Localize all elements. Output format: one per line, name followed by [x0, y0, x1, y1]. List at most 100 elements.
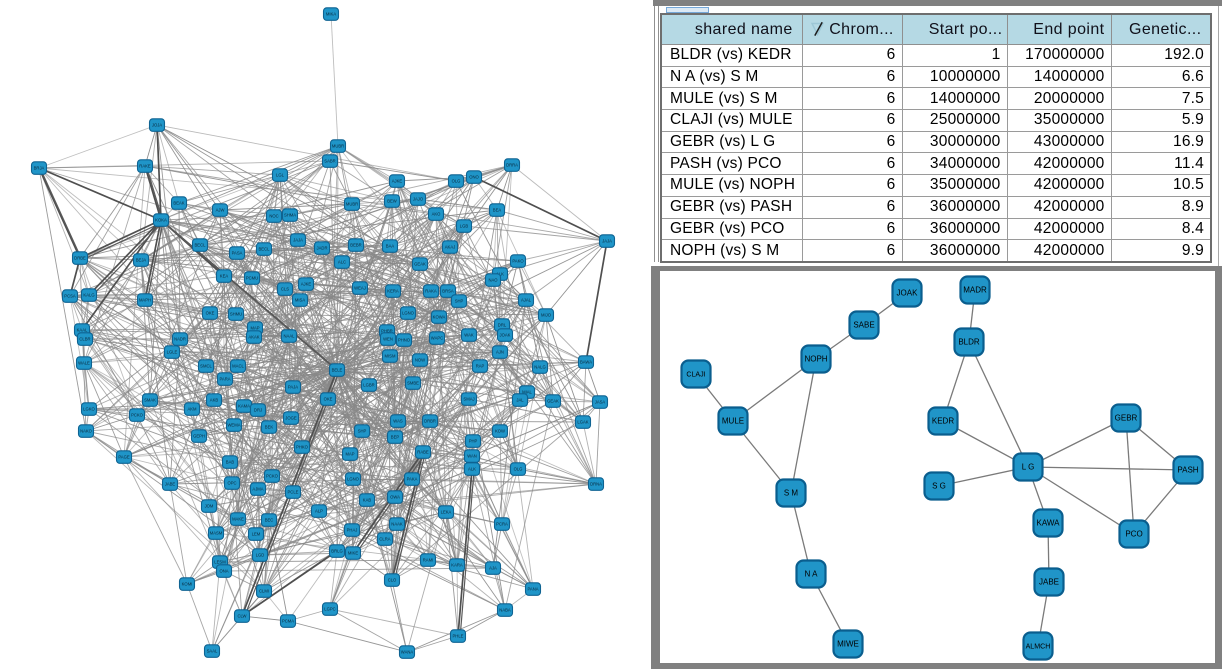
svg-text:JAJO: JAJO: [413, 197, 424, 202]
svg-text:RAKA: RAKA: [425, 289, 437, 294]
svg-text:MAPH: MAPH: [139, 298, 151, 303]
svg-text:JOJA: JOJA: [152, 123, 162, 128]
svg-text:JOAK: JOAK: [897, 289, 919, 298]
svg-text:RAKE: RAKE: [139, 164, 151, 169]
svg-text:SABR: SABR: [324, 159, 335, 164]
svg-text:WEMA: WEMA: [227, 423, 240, 428]
svg-text:GEAK: GEAK: [547, 399, 559, 404]
svg-text:KOKA: KOKA: [155, 218, 167, 223]
svg-text:KAWA: KAWA: [1037, 519, 1061, 528]
svg-text:JOGE: JOGE: [285, 416, 297, 421]
svg-text:PCRA: PCRA: [496, 522, 508, 527]
svg-text:AKB: AKB: [210, 398, 219, 403]
svg-text:AJA: AJA: [489, 566, 497, 571]
svg-text:WAN: WAN: [467, 454, 477, 459]
svg-text:SHMU: SHMU: [230, 312, 242, 317]
svg-text:LESM: LESM: [214, 560, 226, 565]
svg-text:PHBR: PHBR: [381, 329, 393, 334]
svg-text:KERA: KERA: [387, 289, 399, 294]
svg-text:PHNO: PHNO: [398, 338, 411, 343]
svg-text:JABE: JABE: [1039, 578, 1059, 587]
svg-text:CLO: CLO: [388, 578, 397, 583]
svg-text:JASA: JASA: [595, 400, 606, 405]
svg-text:NAAK: NAAK: [391, 522, 403, 527]
svg-text:SHP: SHP: [455, 299, 464, 304]
svg-text:RAP: RAP: [476, 364, 485, 369]
svg-text:OLG: OLG: [514, 467, 523, 472]
svg-text:OKE: OKE: [324, 397, 333, 402]
svg-text:OLG: OLG: [452, 179, 461, 184]
svg-text:PCSA: PCSA: [64, 294, 76, 299]
svg-text:CLS: CLS: [281, 287, 289, 292]
svg-text:AJKE: AJKE: [301, 282, 312, 287]
svg-text:NOC: NOC: [269, 214, 278, 219]
svg-text:BLDR: BLDR: [958, 338, 980, 347]
svg-text:S G: S G: [932, 482, 946, 491]
svg-text:DRL: DRL: [498, 323, 507, 328]
svg-text:PHAJ: PHAJ: [347, 528, 358, 533]
svg-text:MADR: MADR: [963, 286, 987, 295]
svg-text:ALK: ALK: [468, 467, 476, 472]
svg-text:LGKO: LGKO: [83, 407, 95, 412]
svg-text:MIAL: MIAL: [522, 390, 532, 395]
svg-text:OPC: OPC: [227, 481, 236, 486]
svg-text:BEC: BEC: [265, 518, 274, 523]
svg-text:ALC: ALC: [338, 260, 346, 265]
svg-text:NAO: NAO: [488, 278, 498, 283]
svg-text:PHLE: PHLE: [453, 634, 464, 639]
svg-text:SABE: SABE: [853, 321, 874, 330]
svg-text:LGPC: LGPC: [324, 607, 335, 612]
svg-text:LGNO: LGNO: [402, 311, 415, 316]
svg-text:BEJA: BEJA: [136, 258, 147, 263]
svg-text:AJW: AJW: [216, 208, 225, 213]
svg-text:MUBR: MUBR: [332, 144, 344, 149]
svg-text:DRNA: DRNA: [590, 482, 602, 487]
svg-text:BAB: BAB: [226, 460, 235, 465]
svg-text:DRRA: DRRA: [506, 163, 518, 168]
svg-text:LGBR: LGBR: [363, 383, 374, 388]
svg-text:LEKA: LEKA: [441, 510, 452, 515]
svg-text:PAGE: PAGE: [118, 455, 130, 460]
svg-text:MULE: MULE: [722, 417, 744, 426]
svg-text:ALP: ALP: [315, 509, 323, 514]
svg-text:SMCL: SMCL: [200, 364, 212, 369]
svg-text:PAJA: PAJA: [288, 385, 298, 390]
svg-text:AKM: AKM: [187, 407, 197, 412]
svg-text:AKO: AKO: [432, 212, 442, 217]
svg-text:KOMI: KOMI: [182, 582, 193, 587]
svg-text:GEBR: GEBR: [1115, 414, 1138, 423]
svg-text:SHP: SHP: [358, 429, 367, 434]
svg-text:KARA: KARA: [451, 563, 463, 568]
svg-text:PCKO: PCKO: [266, 474, 279, 479]
svg-text:MIKE: MIKE: [348, 551, 358, 556]
svg-text:PHKO: PHKO: [296, 445, 309, 450]
svg-text:PANA: PANA: [527, 587, 538, 592]
svg-text:JAJA: JAJA: [293, 238, 303, 243]
svg-text:LGLE: LGLE: [167, 350, 178, 355]
svg-text:MAKE: MAKE: [232, 517, 244, 522]
svg-text:ONA: ONA: [219, 569, 228, 574]
svg-text:NAKO: NAKO: [80, 429, 93, 434]
svg-text:L G: L G: [1022, 463, 1035, 472]
svg-text:NABA: NABA: [499, 608, 511, 613]
svg-text:WAPC: WAPC: [431, 336, 443, 341]
svg-text:BRSA: BRSA: [442, 289, 454, 294]
svg-text:OKE: OKE: [206, 311, 215, 316]
svg-text:JOM: JOM: [205, 504, 214, 509]
svg-text:MIKA: MIKA: [326, 12, 336, 17]
svg-text:WEAJ: WEAJ: [354, 286, 366, 291]
svg-text:MUBR: MUBR: [346, 202, 358, 207]
svg-text:N A: N A: [805, 570, 819, 579]
svg-text:JOAK: JOAK: [500, 333, 511, 338]
svg-text:KEA: KEA: [220, 274, 229, 279]
svg-text:S M: S M: [784, 489, 799, 498]
svg-text:WAS: WAS: [393, 419, 403, 424]
svg-text:BEA: BEA: [493, 208, 502, 213]
svg-text:LEM: LEM: [252, 532, 261, 537]
svg-text:GEAK: GEAK: [414, 262, 426, 267]
svg-text:BEK: BEK: [265, 425, 274, 430]
svg-text:SMBE: SMBE: [407, 381, 419, 386]
svg-text:SMAK: SMAK: [144, 398, 156, 403]
svg-text:KOWA: KOWA: [433, 315, 446, 320]
svg-text:PCMA: PCMA: [282, 619, 294, 624]
